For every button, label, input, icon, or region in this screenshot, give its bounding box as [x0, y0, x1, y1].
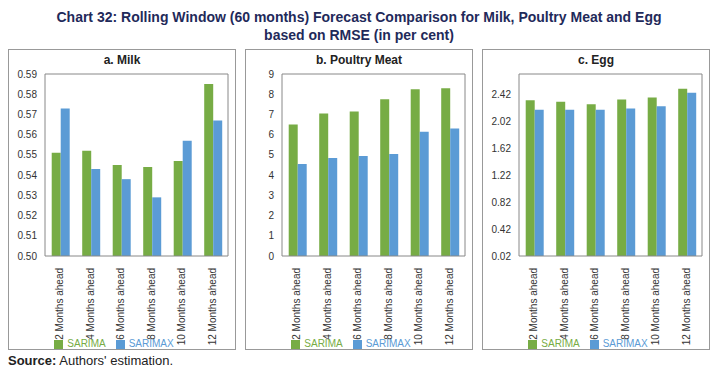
svg-text:0.56: 0.56 [18, 129, 38, 140]
svg-text:7: 7 [268, 109, 274, 120]
html-text:SARIMA: SARIMA [67, 338, 106, 349]
svg-text:10 Months ahead: 10 Months ahead [650, 268, 661, 345]
html-text:SARIMA: SARIMA [304, 338, 343, 349]
html-text:SARIMAX: SARIMAX [365, 338, 411, 349]
svg-text:5: 5 [268, 149, 274, 160]
svg-text:1: 1 [268, 230, 274, 241]
svg-text:8 Months ahead: 8 Months ahead [146, 268, 157, 340]
svg-text:0: 0 [268, 251, 274, 262]
svg-text:0.57: 0.57 [18, 109, 38, 120]
svg-text:0.02: 0.02 [492, 251, 512, 262]
svg-text:0.55: 0.55 [18, 149, 38, 160]
html-text:Chart 32: Rolling Window (60 m: Chart 32: Rolling Window (60 months) For… [56, 9, 662, 43]
html-text:SARIMAX: SARIMAX [602, 338, 648, 349]
svg-text:10 Months ahead: 10 Months ahead [413, 268, 424, 345]
svg-text:4 Months ahead: 4 Months ahead [322, 268, 333, 340]
svg-text:12 Months ahead: 12 Months ahead [681, 268, 692, 345]
svg-text:4 Months ahead: 4 Months ahead [85, 268, 96, 340]
svg-text:6 Months ahead: 6 Months ahead [589, 268, 600, 340]
svg-text:9: 9 [268, 69, 274, 80]
html-text:b. Poultry Meat: b. Poultry Meat [316, 53, 402, 67]
svg-text:12 Months ahead: 12 Months ahead [444, 268, 455, 345]
svg-text:0.52: 0.52 [18, 210, 38, 221]
svg-text:8 Months ahead: 8 Months ahead [383, 268, 394, 340]
svg-text:2.02: 2.02 [492, 116, 512, 127]
html-text:a. Milk: a. Milk [103, 53, 141, 67]
svg-text:4: 4 [268, 170, 274, 181]
svg-text:0.50: 0.50 [18, 251, 38, 262]
svg-text:0.82: 0.82 [492, 197, 512, 208]
svg-text:1.62: 1.62 [492, 143, 512, 154]
svg-text:2.42: 2.42 [492, 89, 512, 100]
svg-text:2 Months ahead: 2 Months ahead [291, 268, 302, 340]
svg-text:0.58: 0.58 [18, 89, 38, 100]
svg-text:10 Months ahead: 10 Months ahead [176, 268, 187, 345]
svg-text:0.42: 0.42 [492, 224, 512, 235]
svg-text:0.53: 0.53 [18, 190, 38, 201]
svg-text:2: 2 [268, 210, 274, 221]
svg-text:3: 3 [268, 190, 274, 201]
svg-text:0.51: 0.51 [18, 230, 38, 241]
svg-text:0.59: 0.59 [18, 69, 38, 80]
svg-text:6 Months ahead: 6 Months ahead [115, 268, 126, 340]
html-text:c. Egg: c. Egg [578, 53, 614, 67]
svg-text:1.22: 1.22 [492, 170, 512, 181]
svg-text:6 Months ahead: 6 Months ahead [352, 268, 363, 340]
html-text:SARIMAX: SARIMAX [128, 338, 174, 349]
svg-text:4 Months ahead: 4 Months ahead [559, 268, 570, 340]
svg-text:12 Months ahead: 12 Months ahead [207, 268, 218, 345]
html-text:SARIMA: SARIMA [541, 338, 580, 349]
svg-text:8: 8 [268, 89, 274, 100]
svg-text:0.54: 0.54 [18, 170, 38, 181]
svg-text:6: 6 [268, 129, 274, 140]
svg-text:8 Months ahead: 8 Months ahead [620, 268, 631, 340]
svg-text:2 Months ahead: 2 Months ahead [528, 268, 539, 340]
html-text:Source: Authors' estimation.: Source: Authors' estimation. [8, 353, 174, 368]
svg-text:2 Months ahead: 2 Months ahead [54, 268, 65, 340]
